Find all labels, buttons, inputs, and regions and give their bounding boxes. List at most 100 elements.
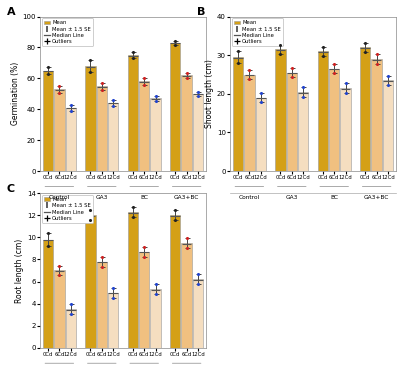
Bar	[286, 72, 297, 171]
Bar	[66, 309, 76, 348]
Point	[68, 107, 74, 113]
Bar	[96, 262, 107, 348]
Point	[277, 51, 284, 57]
Point	[87, 69, 94, 75]
Legend: Mean, Mean ± 1.5 SE, Median Line, Outliers: Mean, Mean ± 1.5 SE, Median Line, Outlie…	[232, 18, 283, 46]
Bar	[43, 240, 53, 348]
Point	[235, 60, 241, 66]
Point	[195, 89, 201, 95]
Bar	[139, 81, 150, 171]
Point	[130, 55, 136, 61]
Bar	[150, 99, 161, 171]
Point	[172, 38, 178, 43]
Bar	[170, 215, 180, 348]
Point	[130, 214, 136, 220]
Bar	[128, 212, 138, 348]
Point	[385, 82, 391, 88]
Point	[152, 98, 159, 104]
Point	[300, 93, 306, 99]
Point	[130, 204, 136, 210]
Point	[68, 102, 74, 108]
Point	[56, 90, 62, 96]
Bar	[54, 89, 64, 171]
Legend: Mean, Mean ± 1.5 SE, Median Line, Outliers: Mean, Mean ± 1.5 SE, Median Line, Outlie…	[42, 18, 93, 46]
Point	[141, 82, 148, 88]
Point	[56, 272, 62, 279]
Bar	[193, 279, 203, 348]
Point	[141, 254, 148, 260]
Bar	[383, 80, 393, 171]
Point	[362, 40, 368, 46]
Bar	[340, 88, 351, 171]
Point	[87, 57, 94, 63]
Point	[45, 230, 51, 236]
Point	[45, 64, 51, 70]
Point	[184, 70, 190, 75]
Bar	[170, 43, 180, 171]
Point	[184, 235, 190, 241]
Bar	[85, 66, 96, 171]
Bar	[244, 74, 254, 171]
Point	[98, 264, 105, 270]
Bar	[139, 252, 150, 348]
Point	[68, 311, 74, 317]
Point	[56, 83, 62, 89]
Point	[87, 217, 94, 223]
Point	[98, 86, 105, 92]
Point	[87, 208, 94, 213]
Point	[342, 81, 349, 86]
Point	[300, 84, 306, 90]
Point	[152, 282, 159, 287]
Bar	[43, 71, 53, 171]
Point	[331, 70, 338, 76]
Point	[374, 52, 380, 57]
Bar	[182, 75, 192, 171]
Point	[184, 245, 190, 251]
Y-axis label: Shoot length (cm): Shoot length (cm)	[205, 59, 214, 128]
Point	[258, 90, 264, 96]
Point	[141, 75, 148, 81]
Point	[172, 42, 178, 48]
Bar	[128, 55, 138, 171]
Bar	[298, 92, 308, 171]
Bar	[85, 215, 96, 348]
Y-axis label: Germination (%): Germination (%)	[10, 62, 20, 125]
Y-axis label: Root length (cm): Root length (cm)	[15, 238, 24, 302]
Point	[152, 291, 159, 297]
Point	[288, 74, 295, 80]
Bar	[54, 270, 64, 348]
Bar	[108, 103, 118, 171]
Bar	[193, 94, 203, 171]
Point	[374, 61, 380, 67]
Point	[45, 243, 51, 249]
Point	[98, 254, 105, 260]
Bar	[150, 289, 161, 348]
Point	[110, 103, 116, 109]
Legend: Mean, Mean ± 1.5 SE, Median Line, Outliers: Mean, Mean ± 1.5 SE, Median Line, Outlie…	[42, 195, 93, 223]
Point	[172, 208, 178, 213]
Text: C: C	[7, 184, 15, 194]
Point	[288, 65, 295, 71]
Point	[320, 44, 326, 50]
Point	[258, 99, 264, 105]
Point	[320, 53, 326, 59]
Point	[130, 49, 136, 55]
Bar	[318, 51, 328, 171]
Point	[172, 217, 178, 223]
Point	[246, 67, 252, 73]
Bar	[329, 69, 340, 171]
Point	[362, 49, 368, 55]
Bar	[360, 47, 370, 171]
Bar	[372, 59, 382, 171]
Point	[110, 98, 116, 103]
Bar	[233, 57, 243, 171]
Point	[110, 285, 116, 291]
Point	[141, 244, 148, 250]
Point	[246, 76, 252, 82]
Bar	[275, 49, 286, 171]
Bar	[96, 86, 107, 171]
Point	[68, 301, 74, 307]
Bar	[66, 108, 76, 171]
Bar	[256, 98, 266, 171]
Point	[235, 48, 241, 54]
